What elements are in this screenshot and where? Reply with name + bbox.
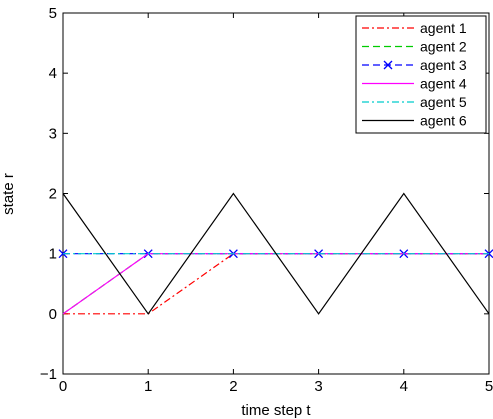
x-tick-label: 3 <box>314 378 322 395</box>
x-tick-label: 0 <box>59 378 67 395</box>
series-line <box>62 192 490 315</box>
legend-marker <box>383 60 393 70</box>
y-axis-label: state r <box>0 173 17 215</box>
y-tick-label: 3 <box>49 125 57 142</box>
x-tick-label: 1 <box>144 378 152 395</box>
series-agent-6 <box>62 192 490 315</box>
legend-item: agent 4 <box>362 76 467 92</box>
legend-item: agent 2 <box>362 39 467 55</box>
legend-item: agent 1 <box>362 20 467 36</box>
y-tick-label: 5 <box>49 5 57 22</box>
x-tick-label: 4 <box>400 378 408 395</box>
legend-item: agent 5 <box>362 94 467 110</box>
y-tick-label: 2 <box>49 186 57 203</box>
legend-label: agent 4 <box>420 76 467 92</box>
y-tick-label: 1 <box>49 246 57 263</box>
y-tick-label: −1 <box>40 366 57 383</box>
legend-item: agent 6 <box>362 113 467 129</box>
legend-item: agent 3 <box>362 57 467 73</box>
legend-label: agent 1 <box>420 20 467 36</box>
series-agent-1 <box>63 253 489 315</box>
legend-label: agent 2 <box>420 39 467 55</box>
x-tick-label: 5 <box>485 378 493 395</box>
series-lines <box>58 192 493 315</box>
legend: agent 1 agent 2 agent 3 agent 4 agent 5 agent… <box>355 15 487 134</box>
series-line <box>63 253 489 315</box>
y-tick-label: 4 <box>49 65 57 82</box>
legend-box <box>355 15 487 134</box>
legend-label: agent 3 <box>420 57 467 73</box>
x-axis-label: time step t <box>241 402 311 419</box>
legend-label: agent 6 <box>420 113 467 129</box>
legend-label: agent 5 <box>420 94 467 110</box>
y-tick-label: 0 <box>49 306 57 323</box>
x-tick-label: 2 <box>229 378 237 395</box>
